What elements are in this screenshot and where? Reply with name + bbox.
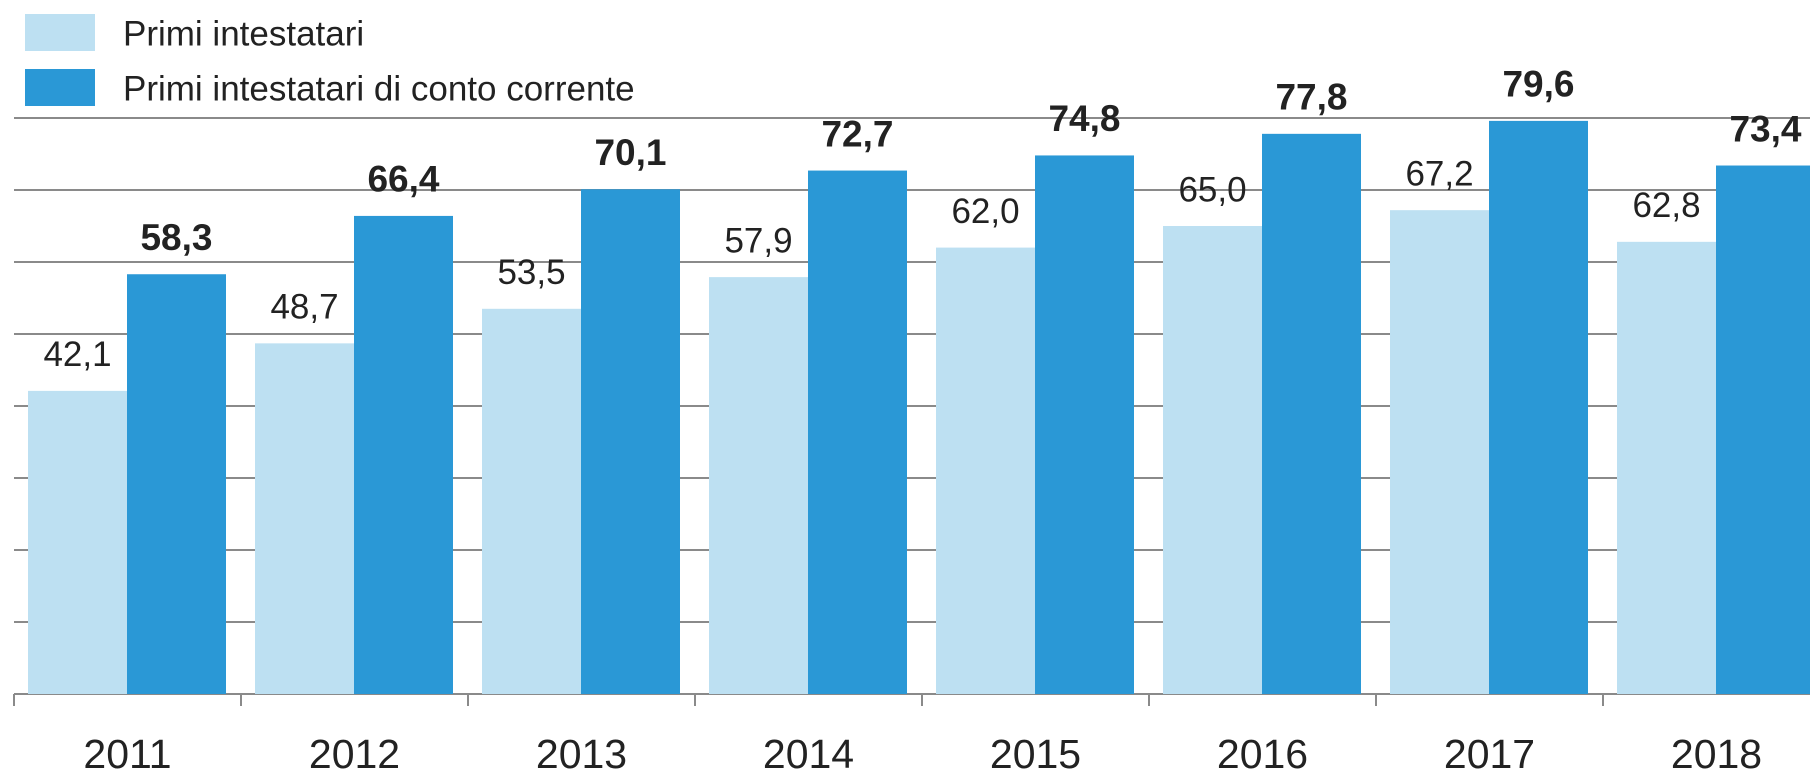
value-label: 73,4 <box>1729 108 1801 149</box>
bar <box>581 189 680 694</box>
value-label: 62,0 <box>951 192 1019 231</box>
value-label: 66,4 <box>367 159 439 200</box>
x-tick-label: 2017 <box>1444 731 1535 775</box>
value-label: 70,1 <box>594 132 666 173</box>
value-label: 72,7 <box>821 113 893 154</box>
bar <box>1617 241 1716 694</box>
bar <box>1262 133 1361 695</box>
bar <box>1489 120 1588 694</box>
bar <box>482 308 581 694</box>
value-label: 53,5 <box>497 253 565 292</box>
bar <box>1163 226 1262 694</box>
value-label: 62,8 <box>1632 186 1700 225</box>
value-label: 42,1 <box>43 335 111 374</box>
x-tick-label: 2011 <box>83 731 171 775</box>
value-label: 57,9 <box>724 221 792 260</box>
bar <box>28 390 127 694</box>
value-label: 65,0 <box>1178 170 1246 209</box>
legend-label: Primi intestatari <box>123 14 364 53</box>
legend-swatch <box>25 14 95 51</box>
bar <box>1390 210 1489 694</box>
x-tick-label: 2013 <box>536 731 627 775</box>
x-tick-label: 2012 <box>309 731 400 775</box>
x-tick-label: 2016 <box>1217 731 1308 775</box>
bar <box>936 247 1035 694</box>
bar <box>1716 165 1810 694</box>
legend-label: Primi intestatari di conto corrente <box>123 69 635 108</box>
x-tick-label: 2015 <box>990 731 1081 775</box>
value-label: 74,8 <box>1048 98 1120 139</box>
bar <box>127 274 226 694</box>
bar <box>709 277 808 694</box>
x-tick-label: 2014 <box>763 731 854 775</box>
value-label: 79,6 <box>1502 64 1574 105</box>
value-label: 48,7 <box>270 288 338 327</box>
value-label: 58,3 <box>140 217 212 258</box>
x-tick-label: 2018 <box>1671 731 1762 775</box>
legend-swatch <box>25 69 95 106</box>
bar <box>1035 155 1134 694</box>
value-label: 67,2 <box>1405 154 1473 193</box>
bar <box>354 215 453 695</box>
bar <box>255 343 354 694</box>
value-label: 77,8 <box>1275 77 1347 118</box>
bar <box>808 170 907 694</box>
